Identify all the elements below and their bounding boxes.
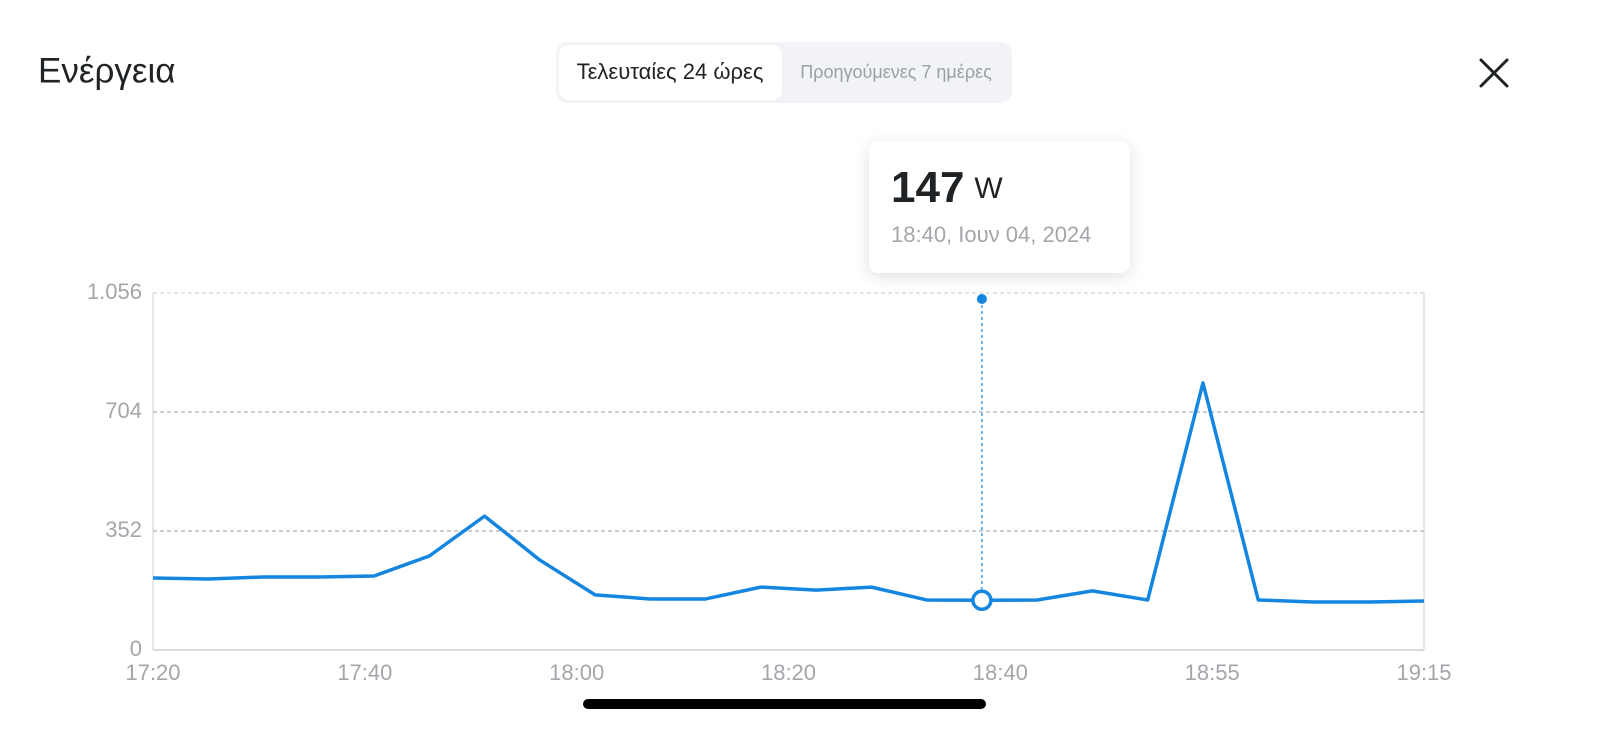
crosshair-top (976, 294, 987, 304)
x-tick-label: 19:15 (1396, 660, 1451, 685)
line-series (152, 381, 1425, 604)
tooltip: 147 W 18:40, Ιουν 04, 2024 (869, 141, 1130, 273)
x-tick-label: 18:55 (1185, 660, 1240, 685)
unit: W (974, 172, 1003, 205)
tab[interactable]: Τελευταίες 24 ώρες (577, 59, 764, 84)
tooltip-box (869, 141, 1130, 273)
x-tick-label: 17:20 (125, 660, 180, 685)
tab[interactable]: Προηγούμενες 7 ημέρες (800, 62, 992, 82)
y-tick-label: 352 (105, 517, 142, 542)
value: 147 (891, 163, 964, 212)
tooltip-value: 147 W (891, 163, 1003, 212)
x-tick-label: 18:20 (761, 660, 816, 685)
tooltip-time: 18:40, Ιουν 04, 2024 (891, 222, 1091, 247)
selected-point (971, 589, 993, 612)
close-button[interactable] (1479, 58, 1509, 88)
y-tick-label: 1.056 (87, 279, 142, 304)
home-indicator (583, 699, 986, 709)
x-tick-label: 18:40 (973, 660, 1028, 685)
tab-selected[interactable] (559, 45, 782, 100)
plot: 0 352 704 1.056 17:20 17:40 18:00 18:20 18:40 18:… (87, 279, 1452, 685)
y-tick-label: 704 (105, 398, 142, 423)
page-title: Ενέργεια (38, 51, 175, 90)
x-tick-label: 17:40 (337, 660, 392, 685)
x-tick-label: 18:00 (549, 660, 604, 685)
y-tick-label: 0 (130, 636, 142, 661)
